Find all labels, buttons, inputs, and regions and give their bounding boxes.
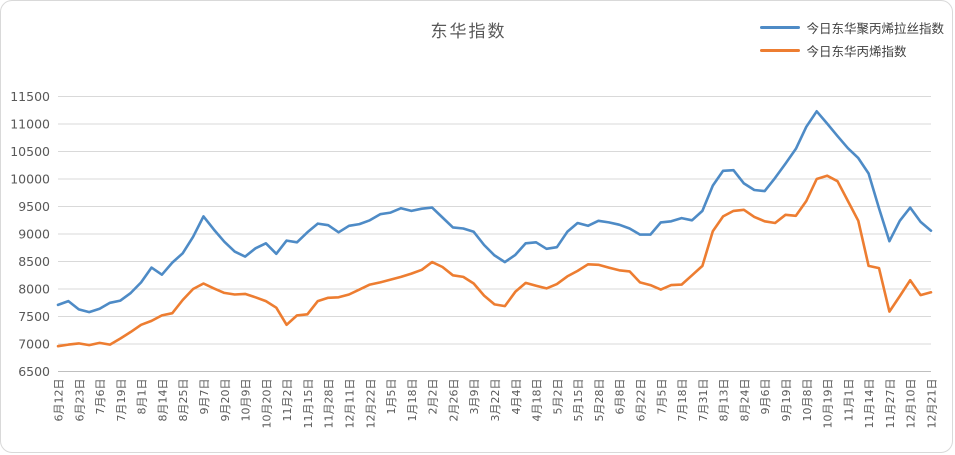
x-axis-tick-label: 6月22日 (635, 379, 648, 422)
x-axis-tick-label: 12月11日 (344, 379, 357, 429)
x-axis-tick-label: 8月24日 (738, 379, 751, 422)
x-axis-tick-label: 11月27日 (884, 379, 897, 429)
x-axis-tick-label: 9月19日 (780, 379, 793, 422)
x-axis-tick-label: 10月9日 (240, 379, 253, 422)
x-axis-tick-label: 10月20日 (260, 379, 273, 429)
x-axis-tick-label: 7月19日 (115, 379, 128, 422)
y-axis-tick-label: 9500 (18, 199, 50, 214)
x-axis-tick-label: 2月2日 (427, 379, 440, 415)
x-axis-tick-label: 10月19日 (822, 379, 835, 429)
legend-line-swatch-orange (760, 48, 801, 52)
x-axis-tick-label: 11月2日 (281, 379, 294, 422)
y-axis-tick-label: 8000 (18, 282, 50, 297)
x-axis-tick-label: 5月2日 (551, 379, 564, 415)
y-axis-tick-label: 7500 (18, 309, 50, 324)
x-axis-tick-label: 6月8日 (614, 379, 627, 415)
chart-title: 东华指数 (430, 22, 507, 42)
x-axis-tick-label: 9月6日 (759, 379, 772, 415)
x-axis-tick-label: 9月7日 (198, 379, 211, 415)
legend-entry-propylene: 今日东华丙烯指数 (760, 40, 944, 60)
x-axis-tick-label: 12月10日 (905, 379, 918, 429)
x-axis-tick-label: 7月5日 (655, 379, 668, 415)
series-line-0 (56, 110, 933, 314)
x-axis-tick-label: 8月14日 (156, 379, 169, 422)
x-axis-tick-label: 8月25日 (177, 379, 190, 422)
x-axis-tick-label: 2月26日 (447, 379, 460, 422)
x-axis-tick-label: 5月28日 (593, 379, 606, 422)
x-axis-tick-label: 11月28日 (323, 379, 336, 429)
y-axis-tick-label: 10500 (10, 144, 50, 159)
x-axis-tick-label: 6月23日 (73, 379, 86, 422)
x-axis-tick-label: 7月18日 (676, 379, 689, 422)
x-axis-tick-label: 12月21日 (926, 379, 939, 429)
x-axis-tick-label: 4月18日 (531, 379, 544, 422)
series-line-1 (56, 174, 933, 348)
x-axis-tick-label: 8月1日 (136, 379, 149, 415)
x-axis-tick-label: 4月4日 (510, 379, 523, 415)
y-axis-tick-label: 10000 (10, 172, 50, 187)
x-axis-tick-label: 7月6日 (94, 379, 107, 415)
x-axis-tick-label: 12月22日 (364, 379, 377, 429)
x-axis-tick-label: 9月20日 (219, 379, 232, 422)
y-axis-tick-label: 8500 (18, 254, 50, 269)
legend-label: 今日东华聚丙烯拉丝指数 (806, 20, 944, 36)
y-axis-tick-label: 7000 (18, 337, 50, 352)
x-axis-tick-label: 8月13日 (718, 379, 731, 422)
x-axis-tick-label: 1月5日 (385, 379, 398, 415)
legend-label: 今日东华丙烯指数 (806, 43, 907, 59)
x-axis-tick-label: 11月1日 (842, 379, 855, 422)
legend-line-swatch-blue (760, 25, 801, 29)
x-axis-tick-label: 1月18日 (406, 379, 419, 422)
y-axis-tick-label: 11500 (10, 89, 50, 104)
y-axis-tick-label: 9000 (18, 227, 50, 242)
x-axis-tick-label: 6月12日 (53, 379, 66, 422)
x-axis-tick-label: 11月15日 (302, 379, 315, 429)
x-axis-tick-label: 10月8日 (801, 379, 814, 422)
x-axis-tick-label: 3月9日 (468, 379, 481, 415)
legend: 今日东华聚丙烯拉丝指数 今日东华丙烯指数 (760, 17, 944, 60)
legend-entry-polypropylene-drawing: 今日东华聚丙烯拉丝指数 (760, 17, 944, 37)
x-axis-tick-label: 3月22日 (489, 379, 502, 422)
y-axis-tick-label: 6500 (18, 364, 50, 379)
y-axis-tick-label: 11000 (10, 117, 50, 132)
x-axis-tick-label: 11月14日 (863, 379, 876, 429)
x-axis-tick-label: 5月15日 (572, 379, 585, 422)
x-axis-tick-label: 7月31日 (697, 379, 710, 422)
